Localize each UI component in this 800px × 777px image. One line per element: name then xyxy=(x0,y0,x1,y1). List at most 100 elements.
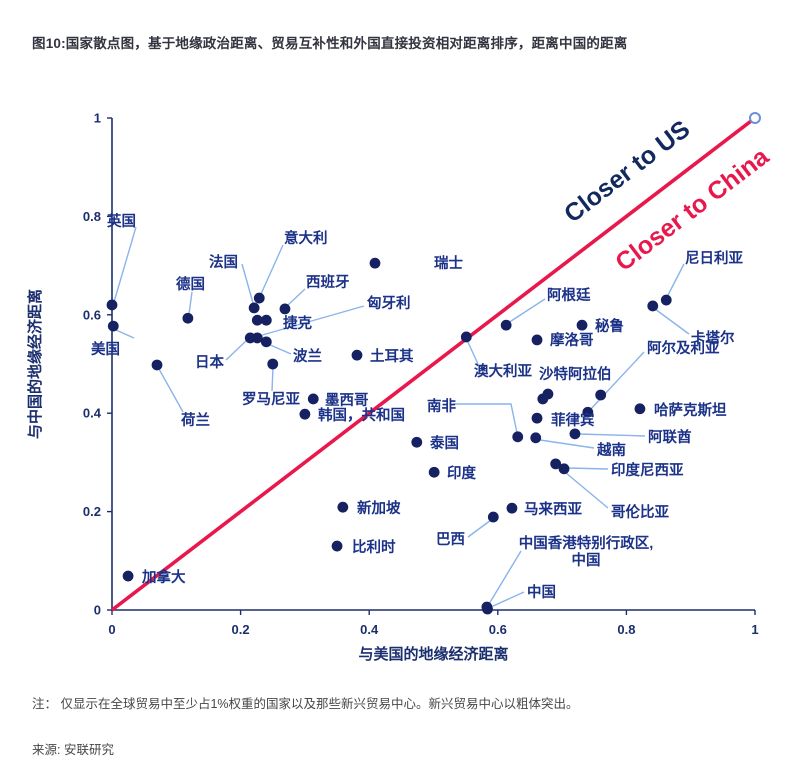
leader-line xyxy=(188,291,193,315)
point-label: 阿根廷 xyxy=(547,286,591,304)
point-label: 波兰 xyxy=(293,347,322,365)
y-tick-label: 0 xyxy=(94,603,101,618)
point-label: 印度尼西亚 xyxy=(611,461,684,479)
data-point xyxy=(595,389,607,401)
point-label: 西班牙 xyxy=(306,273,350,291)
point-label: 卡塔尔 xyxy=(691,329,735,347)
point-label: 马来西亚 xyxy=(524,500,582,518)
data-point xyxy=(279,303,291,315)
x-axis-title: 与美国的地缘经济距离 xyxy=(358,645,508,663)
point-label: 意大利 xyxy=(284,229,328,247)
point-label: 摩洛哥 xyxy=(550,331,594,349)
data-point xyxy=(260,314,272,326)
leader-line xyxy=(115,329,135,339)
leader-line xyxy=(158,368,184,413)
leader-line xyxy=(666,263,685,298)
point-label: 阿尔及利亚 xyxy=(647,339,720,357)
data-point xyxy=(500,319,512,331)
y-tick-label: 0.4 xyxy=(83,406,102,421)
point-label: 罗马尼亚 xyxy=(242,391,300,408)
y-tick-label: 0.6 xyxy=(83,307,101,322)
point-label: 沙特阿拉伯 xyxy=(539,365,612,383)
point-label: 尼日利亚 xyxy=(685,249,743,267)
y-tick-label: 0.2 xyxy=(83,504,101,519)
diagonal-end-marker xyxy=(749,112,761,124)
leader-line xyxy=(113,226,137,303)
data-point xyxy=(253,292,265,304)
leader-line xyxy=(566,467,609,470)
data-point xyxy=(351,349,363,361)
leader-line xyxy=(490,591,525,608)
leader-line xyxy=(241,263,254,304)
x-tick-label: 0.6 xyxy=(489,622,507,637)
data-point xyxy=(460,331,472,343)
data-point xyxy=(182,312,194,324)
diagonal-line xyxy=(110,116,757,612)
data-point xyxy=(537,393,549,405)
leader-line xyxy=(271,366,274,392)
point-label: 法国 xyxy=(209,253,238,271)
data-point xyxy=(660,294,672,306)
point-label: 美国 xyxy=(91,340,120,358)
y-tick-label: 1 xyxy=(94,111,101,126)
point-label: 阿联酋 xyxy=(648,428,692,446)
data-point xyxy=(506,502,518,514)
point-label: 捷克 xyxy=(283,314,312,332)
leader-line xyxy=(539,439,595,449)
data-point xyxy=(411,436,423,448)
data-point xyxy=(558,463,570,475)
data-point xyxy=(512,431,524,443)
point-label: 瑞士 xyxy=(434,254,463,272)
point-label: 土耳其 xyxy=(370,347,414,365)
data-point xyxy=(531,334,543,346)
x-tick-label: 0.2 xyxy=(232,622,250,637)
data-point xyxy=(251,314,263,326)
point-label: 印度 xyxy=(447,464,476,482)
point-label: 新加坡 xyxy=(357,499,401,517)
data-point xyxy=(634,403,646,415)
point-label: 中国 xyxy=(572,551,601,569)
data-point xyxy=(531,412,543,424)
point-label: 日本 xyxy=(195,353,224,371)
data-point xyxy=(106,299,118,311)
data-point xyxy=(550,458,562,470)
x-tick-label: 0.4 xyxy=(360,622,379,637)
data-point xyxy=(647,300,659,312)
leader-line xyxy=(287,288,306,306)
point-label: 韩国，共和国 xyxy=(318,406,405,424)
data-point xyxy=(428,466,440,478)
point-label: 英国 xyxy=(107,212,136,230)
data-point xyxy=(582,406,594,418)
y-tick-label: 0.8 xyxy=(83,209,101,224)
data-point xyxy=(248,302,260,314)
point-label: 秘鲁 xyxy=(595,317,624,335)
data-point xyxy=(251,332,263,344)
x-tick-label: 1 xyxy=(751,622,758,637)
data-point xyxy=(369,257,381,269)
point-label: 比利时 xyxy=(352,538,396,556)
leader-line xyxy=(260,244,284,295)
point-label: 泰国 xyxy=(430,434,459,452)
point-label: 加拿大 xyxy=(141,568,186,586)
point-label: 菲律宾 xyxy=(551,411,595,429)
leader-line xyxy=(488,550,522,605)
y-axis-title: 与中国的地缘经济距离 xyxy=(26,289,44,439)
leader-line xyxy=(267,343,292,355)
point-label: 哥伦比亚 xyxy=(611,503,669,521)
data-point xyxy=(122,570,134,582)
point-label: 荷兰 xyxy=(181,411,210,429)
leader-line xyxy=(466,339,479,365)
data-point xyxy=(260,336,272,348)
point-label: 哈萨克斯坦 xyxy=(654,401,727,419)
leader-line xyxy=(654,308,690,335)
data-point xyxy=(530,432,542,444)
leader-line xyxy=(589,351,645,411)
data-point xyxy=(307,393,319,405)
leader-line xyxy=(453,403,518,434)
point-label: 巴西 xyxy=(436,531,465,548)
point-label: 中国香港特别行政区, xyxy=(519,534,654,552)
leader-line xyxy=(507,298,546,324)
